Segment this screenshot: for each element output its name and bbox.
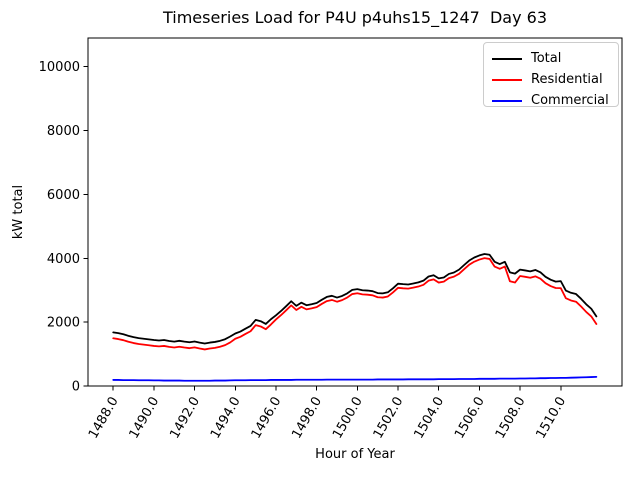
y-tick-label: 2000 — [47, 316, 80, 331]
plot-border — [87, 37, 623, 387]
legend-label: Commercial — [531, 93, 609, 108]
x-tick-label: 1506.0 — [452, 395, 488, 442]
axes-frame — [87, 37, 623, 387]
y-tick-label: 0 — [72, 380, 80, 395]
x-tick-label: 1492.0 — [167, 395, 203, 442]
x-tick-label: 1510.0 — [533, 395, 569, 442]
y-axis-ticks: 0 2000 4000 6000 8000 10000 — [39, 60, 88, 395]
x-tick-label: 1504.0 — [411, 395, 447, 442]
x-tick-label: 1496.0 — [249, 395, 285, 442]
legend-item-total: Total — [484, 48, 618, 69]
legend-label: Total — [531, 51, 562, 66]
legend-item-residential: Residential — [484, 69, 618, 90]
x-tick-label: 1500.0 — [330, 395, 366, 442]
chart-title: Timeseries Load for P4U p4uhs15_1247 Day… — [162, 8, 547, 28]
x-tick-label: 1494.0 — [208, 395, 244, 442]
legend-item-commercial: Commercial — [484, 90, 618, 111]
y-tick-label: 10000 — [39, 60, 80, 75]
y-axis-label: kW total — [11, 185, 26, 239]
y-tick-label: 8000 — [47, 124, 80, 139]
legend-line-icon — [492, 57, 522, 60]
x-tick-label: 1498.0 — [289, 395, 325, 442]
series-line-total — [112, 253, 598, 345]
series-lines — [112, 253, 598, 382]
y-tick-label: 6000 — [47, 188, 80, 203]
x-tick-label: 1488.0 — [86, 395, 122, 442]
x-tick-label: 1490.0 — [127, 395, 163, 442]
y-tick-label: 4000 — [47, 252, 80, 267]
legend-label: Residential — [531, 72, 603, 87]
x-axis-label: Hour of Year — [315, 447, 395, 462]
x-tick-label: 1502.0 — [371, 395, 407, 442]
series-line-commercial — [112, 375, 598, 382]
legend: Total Residential Commercial — [483, 42, 619, 107]
legend-line-icon — [492, 78, 522, 81]
x-axis-ticks: 1488.0 1490.0 1492.0 1494.0 1496.0 1498.0 1500… — [86, 386, 569, 441]
x-tick-label: 1508.0 — [493, 395, 529, 442]
series-line-residential — [112, 257, 598, 351]
legend-line-icon — [492, 99, 522, 102]
